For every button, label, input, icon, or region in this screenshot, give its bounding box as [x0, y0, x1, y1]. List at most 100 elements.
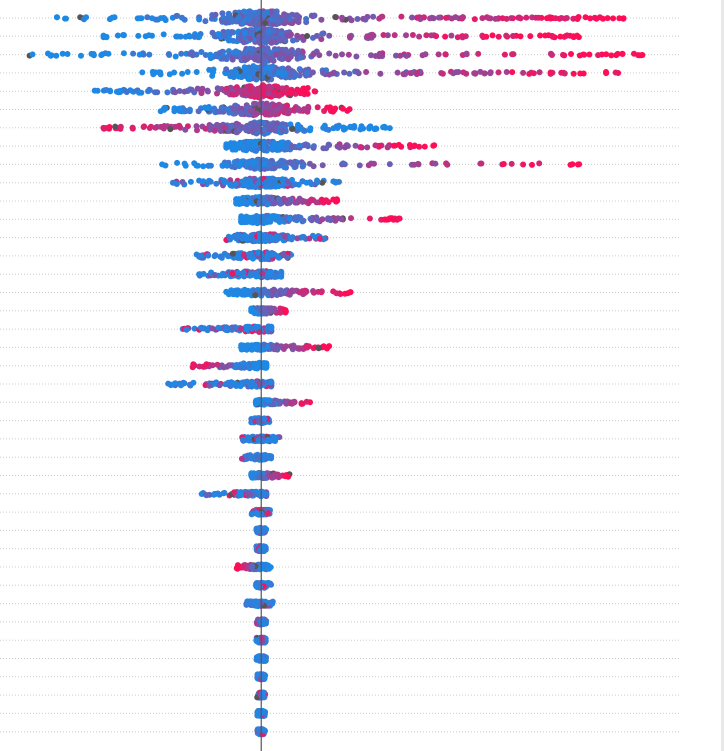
data-point [288, 143, 295, 150]
data-point [301, 127, 308, 134]
data-point [614, 50, 621, 57]
data-point [231, 489, 238, 496]
data-point [296, 66, 303, 73]
data-point [297, 345, 303, 352]
data-point [282, 473, 289, 480]
data-point [112, 123, 119, 130]
data-point [287, 71, 294, 78]
data-point [345, 51, 352, 58]
data-point [242, 124, 249, 131]
data-point [568, 51, 574, 57]
data-point [264, 233, 271, 240]
data-point [455, 69, 462, 75]
data-point [332, 179, 339, 186]
data-point [244, 159, 251, 166]
data-point [227, 181, 234, 188]
data-point [443, 14, 450, 21]
data-point [280, 251, 287, 258]
data-point [316, 52, 323, 59]
data-point [240, 39, 247, 46]
data-point [348, 215, 354, 222]
data-point [234, 87, 241, 94]
data-point [215, 31, 222, 37]
data-point [265, 510, 271, 516]
data-point [240, 146, 247, 153]
data-point [581, 51, 588, 58]
data-point [270, 200, 277, 207]
data-point [315, 345, 322, 352]
data-point [485, 15, 492, 22]
data-point [535, 14, 542, 21]
data-point [202, 104, 209, 111]
data-point [228, 123, 235, 130]
data-point [243, 199, 250, 206]
data-point [318, 16, 325, 23]
data-point [384, 32, 391, 39]
data-point [230, 37, 237, 44]
data-point [232, 144, 239, 151]
data-point [380, 124, 387, 131]
data-point [217, 128, 224, 134]
data-point [172, 89, 179, 96]
data-point [174, 33, 181, 40]
data-point [304, 108, 311, 115]
data-point [620, 15, 627, 22]
data-point [276, 219, 283, 225]
data-point [563, 15, 570, 21]
data-point [198, 89, 205, 96]
data-point [249, 325, 255, 332]
data-point [380, 32, 387, 38]
data-point [271, 38, 278, 45]
data-point [289, 344, 296, 351]
data-point [253, 344, 260, 351]
data-point [284, 110, 291, 117]
data-point [169, 179, 176, 186]
data-point [323, 145, 330, 152]
data-point [561, 33, 568, 40]
data-point [172, 53, 179, 60]
data-point [229, 56, 236, 63]
data-point [209, 72, 216, 79]
data-point [339, 51, 345, 58]
data-point [257, 233, 264, 240]
data-point [135, 32, 142, 39]
data-point [526, 70, 533, 77]
data-point [430, 142, 437, 149]
data-point [334, 125, 341, 131]
data-point [171, 69, 178, 76]
data-point [558, 69, 565, 76]
data-point [326, 343, 333, 350]
data-point [187, 178, 194, 185]
data-point [460, 69, 467, 76]
data-point [218, 272, 225, 279]
data-point [166, 52, 173, 58]
data-point [274, 84, 281, 90]
data-point [193, 69, 200, 75]
data-point [196, 16, 203, 23]
data-point [619, 50, 626, 57]
data-point [264, 216, 271, 223]
data-point [222, 19, 229, 26]
data-point [395, 141, 402, 148]
data-point [366, 215, 373, 222]
data-point [229, 324, 236, 331]
data-point [277, 160, 284, 166]
data-point [231, 380, 238, 387]
data-point [249, 563, 256, 570]
data-point [268, 16, 275, 23]
data-point [503, 15, 510, 22]
data-point [313, 199, 320, 206]
data-point [480, 34, 487, 41]
data-point [99, 51, 106, 58]
data-point [269, 251, 276, 258]
data-point [352, 142, 359, 149]
data-point [271, 140, 278, 147]
data-point [268, 110, 275, 117]
data-point [229, 70, 236, 77]
data-point [269, 145, 276, 151]
data-point [238, 214, 245, 221]
data-point [193, 123, 200, 130]
data-point [377, 70, 384, 77]
data-point [171, 105, 178, 112]
data-point [604, 15, 611, 22]
